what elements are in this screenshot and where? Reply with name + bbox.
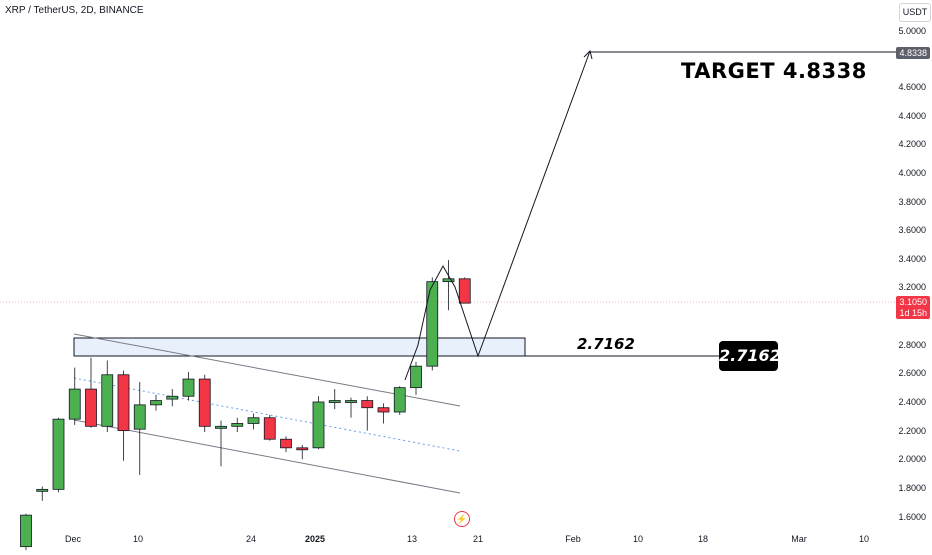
price-tick: 4.0000 (898, 168, 926, 178)
candle-up[interactable] (52, 418, 65, 490)
candle-up[interactable] (20, 514, 32, 548)
currency-selector[interactable]: USDT (899, 3, 931, 22)
price-tick: 2.4000 (898, 397, 926, 407)
candle-down[interactable] (377, 407, 390, 413)
candle-up[interactable] (68, 388, 81, 420)
support-level-label: 2.7162 (577, 335, 635, 353)
price-tick: 3.8000 (898, 197, 926, 207)
candle-down[interactable] (263, 417, 276, 440)
time-tick: 10 (858, 534, 870, 544)
price-tick: 5.0000 (898, 26, 926, 36)
candle-down[interactable] (296, 447, 309, 451)
price-tick: 2.0000 (898, 454, 926, 464)
channel-mid-line[interactable] (73, 377, 461, 452)
candle-up[interactable] (101, 374, 114, 427)
time-tick: 10 (632, 534, 644, 544)
candle-up[interactable] (442, 278, 455, 283)
candle-up[interactable] (150, 400, 162, 406)
time-tick: 18 (697, 534, 709, 544)
candle-up[interactable] (410, 365, 422, 389)
price-tick: 4.6000 (898, 82, 926, 92)
time-tick: 21 (472, 534, 484, 544)
price-tick: 3.2000 (898, 282, 926, 292)
candle-up[interactable] (312, 401, 325, 449)
countdown-tag: 1d 15h (896, 307, 930, 319)
candle-down[interactable] (117, 374, 130, 432)
channel-bottom-line[interactable] (73, 419, 461, 494)
price-tick: 2.8000 (898, 340, 926, 350)
candle-down[interactable] (458, 278, 471, 304)
price-tick: 1.8000 (898, 483, 926, 493)
time-tick: Feb (565, 534, 581, 544)
price-tick: 3.6000 (898, 225, 926, 235)
time-tick: 13 (406, 534, 418, 544)
candle-down[interactable] (361, 400, 374, 409)
time-tick: 2025 (304, 534, 326, 544)
candles-group (20, 260, 471, 554)
support-zone[interactable] (73, 337, 526, 357)
candle-up[interactable] (328, 400, 341, 403)
candle-up[interactable] (231, 423, 244, 427)
candle-down[interactable] (85, 388, 97, 427)
price-tick: 2.2000 (898, 426, 926, 436)
candle-up[interactable] (393, 387, 406, 413)
price-tick: 1.6000 (898, 512, 926, 522)
candle-up[interactable] (182, 378, 195, 397)
time-tick: Dec (64, 534, 82, 544)
price-tick: 3.4000 (898, 254, 926, 264)
time-tick: Mar (791, 534, 807, 544)
candle-down[interactable] (280, 438, 292, 449)
time-tick: 24 (245, 534, 257, 544)
candle-up[interactable] (215, 425, 227, 429)
price-tick: 2.6000 (898, 368, 926, 378)
current-price-tag: 3.1050 (896, 296, 930, 308)
candle-up[interactable] (426, 281, 439, 367)
candle-up[interactable] (166, 395, 179, 400)
target-label: TARGET 4.8338 (681, 59, 867, 83)
time-tick: 10 (132, 534, 144, 544)
projection-arrowhead (583, 50, 593, 60)
candle-up[interactable] (247, 417, 260, 424)
support-level-badge: 2.7162 (719, 341, 781, 371)
price-tick: 4.4000 (898, 111, 926, 121)
target-price-tag: 4.8338 (896, 47, 930, 59)
candle-up[interactable] (36, 488, 49, 492)
price-tick: 4.2000 (898, 139, 926, 149)
candle-up[interactable] (133, 404, 146, 430)
candle-down[interactable] (198, 378, 211, 427)
symbol-title: XRP / TetherUS, 2D, BINANCE (5, 5, 144, 16)
candle-up[interactable] (345, 400, 357, 403)
tradingview-logo-icon: ⚡ (454, 511, 470, 527)
